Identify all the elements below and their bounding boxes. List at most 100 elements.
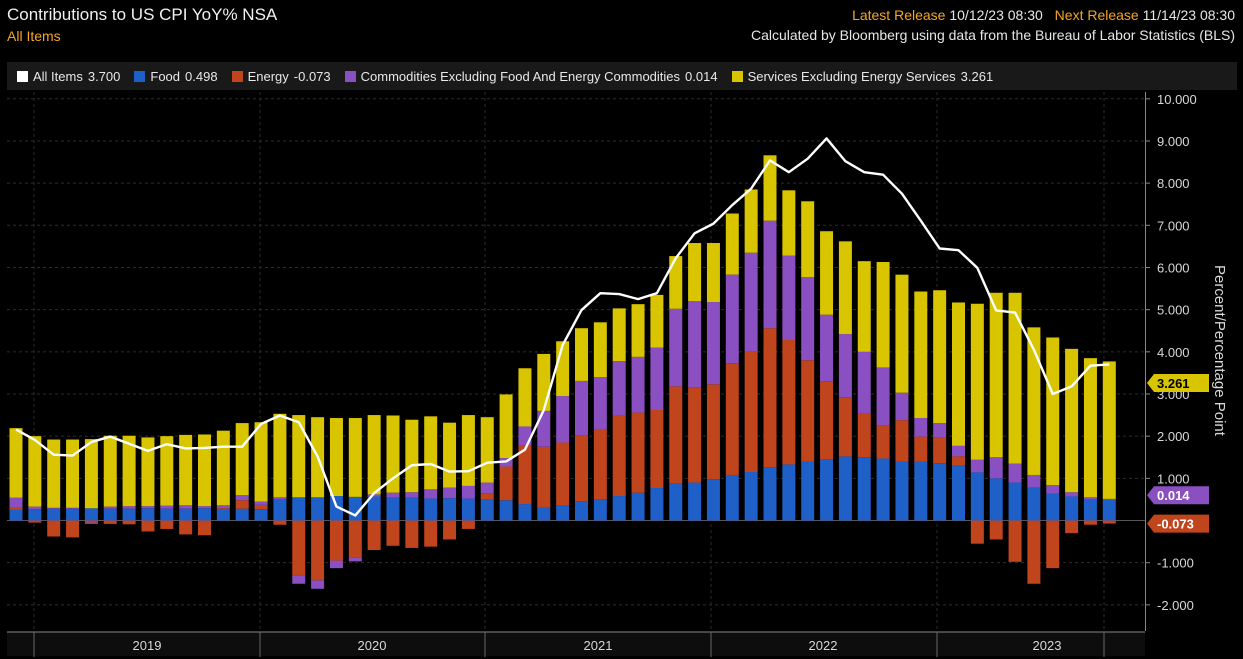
food-bar bbox=[122, 508, 136, 521]
food-bar bbox=[480, 499, 494, 521]
core-goods-bar bbox=[461, 485, 475, 499]
food-bar bbox=[744, 472, 758, 521]
core-services-bar bbox=[47, 439, 61, 508]
core-goods-bar bbox=[556, 396, 570, 443]
food-bar bbox=[47, 508, 61, 521]
food-bar bbox=[876, 458, 890, 521]
core-services-bar bbox=[575, 328, 588, 381]
core-services-bar bbox=[669, 256, 683, 309]
core-goods-bar bbox=[820, 314, 834, 382]
core-services-bar bbox=[160, 436, 174, 506]
core-services-bar bbox=[612, 308, 626, 362]
core-goods-bar bbox=[235, 495, 249, 501]
core-goods-bar bbox=[28, 506, 42, 510]
food-bar bbox=[782, 464, 796, 521]
core-services-bar bbox=[103, 435, 117, 507]
legend-item-core-services[interactable]: Services Excluding Energy Services 3.261 bbox=[731, 69, 993, 84]
food-bar bbox=[537, 507, 551, 521]
core-goods-bar bbox=[1065, 492, 1079, 497]
core-goods-bar bbox=[876, 367, 890, 426]
core-services-bar bbox=[838, 241, 852, 335]
x-axis-band bbox=[7, 632, 1145, 656]
food-bar bbox=[970, 472, 984, 521]
core-services-bar bbox=[857, 261, 871, 352]
all-items-line bbox=[15, 137, 1110, 517]
core-goods-bar bbox=[914, 418, 928, 437]
core-services-bar bbox=[1083, 358, 1097, 498]
core-goods-bar bbox=[575, 380, 588, 436]
core-services-bar bbox=[970, 303, 984, 460]
food-bar bbox=[518, 504, 532, 521]
energy-bar bbox=[254, 504, 268, 510]
energy-bar bbox=[66, 520, 80, 538]
y-tick-label: 9.000 bbox=[1157, 134, 1190, 149]
core-goods-bar bbox=[612, 361, 626, 416]
food-bar bbox=[499, 500, 513, 521]
food-bar bbox=[141, 508, 155, 521]
core-goods-bar bbox=[367, 494, 381, 497]
core-goods-bar bbox=[763, 220, 777, 329]
core-goods-bar bbox=[1083, 497, 1097, 500]
core-goods-bar bbox=[801, 277, 815, 361]
x-tick-label: 2023 bbox=[1033, 638, 1062, 653]
core-services-bar bbox=[989, 292, 1003, 458]
core-services-bar bbox=[706, 243, 720, 303]
legend-item-energy[interactable]: Energy -0.073 bbox=[231, 69, 331, 84]
energy-bar bbox=[857, 412, 871, 458]
legend-item-core-commodities[interactable]: Commodities Excluding Food And Energy Co… bbox=[344, 69, 718, 84]
core-goods-bar bbox=[1008, 463, 1022, 483]
core-goods-bar bbox=[1102, 498, 1116, 500]
core-services-bar bbox=[84, 439, 98, 509]
core-services-bar bbox=[198, 434, 211, 507]
core-services-bar bbox=[66, 439, 80, 508]
food-bar bbox=[763, 467, 777, 521]
core-services-bar bbox=[499, 394, 513, 459]
food-bar bbox=[1065, 496, 1079, 521]
food-bar bbox=[367, 496, 381, 521]
core-goods-bar bbox=[9, 497, 23, 508]
axis-flag-label: -0.073 bbox=[1157, 517, 1194, 532]
energy-bar bbox=[725, 363, 739, 475]
y-tick-label: 4.000 bbox=[1157, 345, 1190, 360]
energy-bar bbox=[933, 437, 947, 464]
food-bar bbox=[235, 508, 249, 521]
energy-bar bbox=[84, 520, 98, 523]
core-goods-bar bbox=[970, 459, 984, 473]
core-services-bar bbox=[631, 304, 645, 357]
core-services-bar bbox=[593, 322, 607, 378]
y-tick-label: 10.000 bbox=[1157, 92, 1197, 107]
energy-bar bbox=[612, 415, 626, 497]
core-services-bar bbox=[914, 291, 928, 419]
legend-item-all-items[interactable]: All Items 3.700 bbox=[17, 69, 120, 84]
core-services-bar bbox=[782, 190, 796, 256]
energy-bar bbox=[367, 520, 381, 551]
food-bar bbox=[895, 461, 909, 521]
energy-bar bbox=[1065, 520, 1079, 534]
core-goods-bar bbox=[84, 522, 98, 524]
core-goods-bar bbox=[895, 392, 909, 421]
core-services-bar bbox=[1027, 327, 1041, 475]
energy-bar bbox=[1083, 520, 1097, 525]
core-goods-bar bbox=[443, 487, 457, 499]
next-release-value: 11/14/23 08:30 bbox=[1142, 7, 1235, 23]
energy-bar bbox=[914, 436, 928, 462]
energy-bar bbox=[1046, 520, 1060, 569]
energy-bar bbox=[499, 466, 513, 501]
axis-flag-label: 0.014 bbox=[1157, 488, 1190, 503]
food-bar bbox=[1102, 499, 1116, 521]
food-bar bbox=[914, 461, 928, 521]
y-tick-label: 6.000 bbox=[1157, 260, 1190, 275]
core-services-bar bbox=[216, 430, 230, 506]
core-services-bar bbox=[461, 415, 475, 486]
energy-bar bbox=[1027, 520, 1041, 584]
core-services-bar bbox=[725, 213, 739, 275]
axis-flag-shape bbox=[1147, 373, 1209, 392]
core-goods-bar bbox=[933, 423, 947, 438]
core-goods-bar bbox=[122, 506, 136, 509]
food-bar bbox=[329, 496, 343, 521]
energy-bar bbox=[235, 500, 249, 509]
axis-flag-label: 3.261 bbox=[1157, 376, 1190, 391]
core-services-bar bbox=[820, 231, 834, 315]
legend-item-food[interactable]: Food 0.498 bbox=[134, 69, 218, 84]
food-bar bbox=[292, 497, 306, 521]
